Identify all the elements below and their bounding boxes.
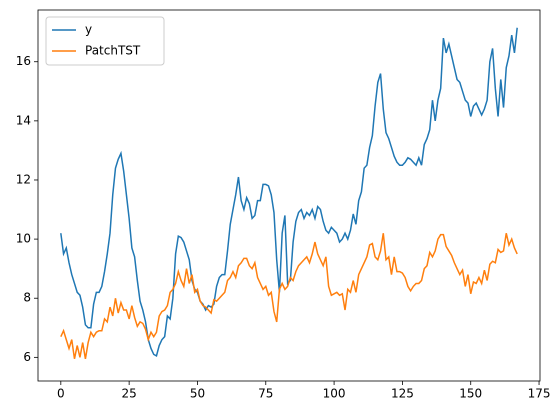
y-tick-label: 10	[16, 232, 31, 246]
x-tick-label: 75	[258, 387, 273, 401]
line-series	[60, 27, 518, 357]
x-tick-label: 175	[528, 387, 551, 401]
legend-box	[45, 16, 165, 66]
y-tick-label: 8	[23, 291, 31, 305]
y-tick-label: 16	[16, 54, 31, 68]
y-tick-label: 6	[23, 350, 31, 364]
legend-label: y	[85, 23, 92, 37]
x-tick-label: 125	[391, 387, 414, 401]
x-tick-label: 0	[57, 387, 65, 401]
x-tick-label: 150	[459, 387, 482, 401]
plot-frame	[37, 9, 541, 382]
x-tick-label: 50	[190, 387, 205, 401]
y-tick-label: 12	[16, 172, 31, 186]
line-series	[60, 233, 518, 359]
y-tick-label: 14	[16, 113, 31, 127]
legend-label: PatchTST	[85, 44, 141, 58]
x-tick-label: 100	[323, 387, 346, 401]
x-tick-label: 25	[121, 387, 136, 401]
